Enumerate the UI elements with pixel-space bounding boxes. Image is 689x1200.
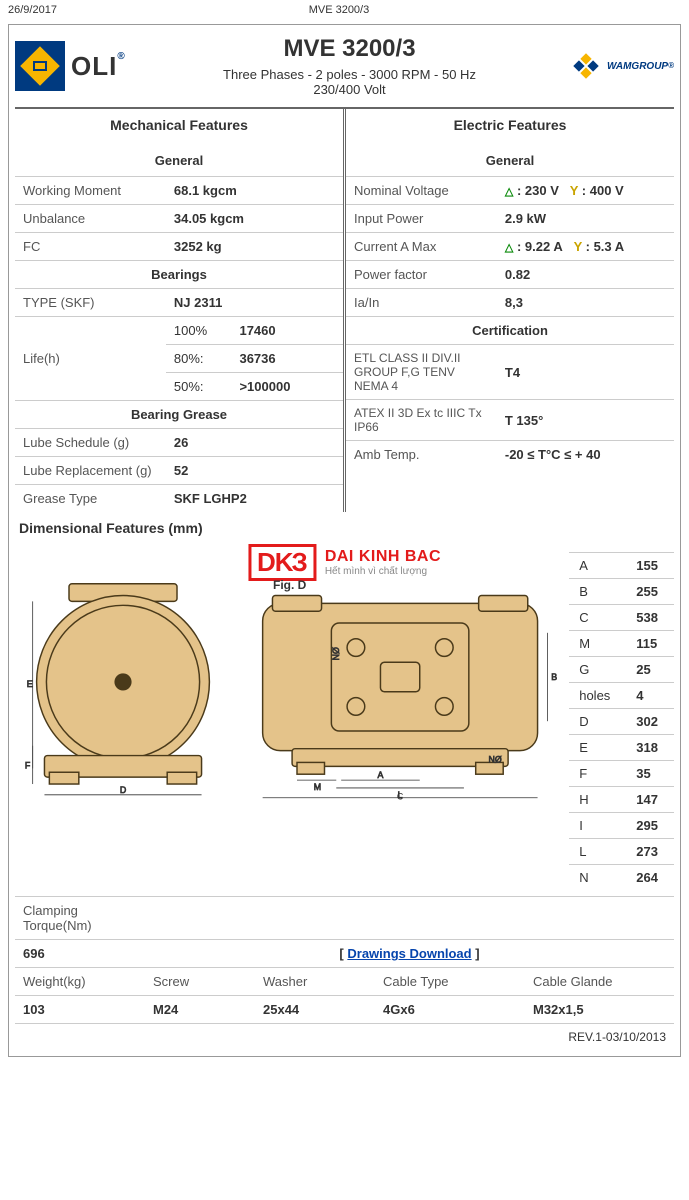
bottom-value: M32x1,5 — [525, 996, 592, 1023]
dim-row: I295 — [569, 813, 674, 839]
wamgroup-text: WAMGROUP® — [607, 61, 674, 72]
header-model: MVE 3200/3 — [309, 4, 370, 16]
dim-row: N264 — [569, 865, 674, 891]
wamgroup-mark-icon — [571, 51, 601, 81]
dimension-table: A155B255C538M115G25holes4D302E318F35H147… — [569, 552, 674, 890]
wamgroup-logo: WAMGROUP® — [534, 51, 674, 81]
title-block: MVE 3200/3 Three Phases - 2 poles - 3000… — [173, 35, 526, 97]
subtitle-1: Three Phases - 2 poles - 3000 RPM - 50 H… — [173, 67, 526, 82]
bottom-header: Cable Glande — [525, 968, 621, 995]
dim-row: G25 — [569, 657, 674, 683]
bearings-title: Bearings — [15, 261, 343, 289]
front-view-drawing: D E F — [15, 552, 231, 802]
bottom-value: 25x44 — [255, 996, 375, 1023]
oli-text: OLI® — [71, 51, 126, 82]
dimensional-area: DKƐ DAI KINH BAC Hết mình vì chất lượng … — [15, 544, 674, 890]
mechanical-features: Mechanical Features General Working Mome… — [15, 109, 343, 512]
life-table: Life(h) 100% 17460 80%:36736 50%:>100000… — [15, 316, 343, 428]
subtitle-2: 230/400 Volt — [173, 82, 526, 97]
bottom-value: 103 — [15, 996, 145, 1023]
drawings-download[interactable]: [ Drawings Download ] — [145, 940, 674, 967]
oli-mark-icon — [15, 41, 65, 91]
revision: REV.1-03/10/2013 — [15, 1023, 674, 1050]
dkb-logo-icon: DKƐ — [248, 544, 317, 581]
dkb-line1: DAI KINH BAC — [325, 548, 441, 566]
dkb-line2: Hết mình vì chất lượng — [325, 566, 441, 577]
header-date: 26/9/2017 — [8, 4, 57, 16]
grease-title: Bearing Grease — [15, 401, 343, 429]
dim-row: F35 — [569, 761, 674, 787]
bottom-header: Washer — [255, 968, 375, 995]
torque-value: 696 — [15, 940, 145, 967]
svg-text:D: D — [120, 785, 126, 795]
dim-row: C538 — [569, 605, 674, 631]
features-row: Mechanical Features General Working Mome… — [15, 107, 674, 512]
bottom-header: Cable Type — [375, 968, 525, 995]
datasheet: OLI® MVE 3200/3 Three Phases - 2 poles -… — [8, 24, 681, 1057]
svg-text:NØ: NØ — [488, 754, 501, 764]
svg-text:C: C — [397, 792, 404, 802]
model-title: MVE 3200/3 — [173, 35, 526, 63]
cert-title: Certification — [346, 317, 674, 345]
figure-label: Fig. D — [273, 578, 306, 592]
bottom-header: Weight(kg) — [15, 968, 145, 995]
dim-row: M115 — [569, 631, 674, 657]
bottom-value: M24 — [145, 996, 255, 1023]
dim-row: D302 — [569, 709, 674, 735]
torque-label: Clamping Torque(Nm) — [15, 897, 145, 939]
elec-general-table: Nominal Voltage △ : 230 V Y : 400 V Inpu… — [346, 176, 674, 468]
mech-general-title: General — [15, 141, 343, 176]
electric-features: Electric Features General Nominal Voltag… — [343, 109, 674, 512]
dim-row: B255 — [569, 579, 674, 605]
bottom-specs: Clamping Torque(Nm) 696 [ Drawings Downl… — [15, 896, 674, 1023]
dim-row: H147 — [569, 787, 674, 813]
elec-title: Electric Features — [346, 109, 674, 141]
bottom-header: Screw — [145, 968, 255, 995]
mech-title: Mechanical Features — [15, 109, 343, 141]
grease-table: Lube Schedule (g)26 Lube Replacement (g)… — [15, 428, 343, 512]
dim-title: Dimensional Features (mm) — [15, 512, 674, 544]
bottom-value: 4Gx6 — [375, 996, 525, 1023]
svg-text:E: E — [27, 679, 33, 689]
dim-row: L273 — [569, 839, 674, 865]
title-row: OLI® MVE 3200/3 Three Phases - 2 poles -… — [15, 31, 674, 107]
svg-text:NØ: NØ — [331, 647, 341, 660]
dkb-watermark: DKƐ DAI KINH BAC Hết mình vì chất lượng — [248, 544, 441, 581]
dim-row: E318 — [569, 735, 674, 761]
svg-text:M: M — [314, 782, 321, 792]
elec-general-title: General — [346, 141, 674, 176]
dim-row: A155 — [569, 553, 674, 579]
svg-text:F: F — [25, 760, 31, 770]
dim-row: holes4 — [569, 683, 674, 709]
svg-text:A: A — [378, 770, 384, 780]
page-header: 26/9/2017 MVE 3200/3 — [0, 0, 689, 20]
svg-text:B: B — [551, 672, 557, 682]
mech-general-table: Working Moment68.1 kgcm Unbalance34.05 k… — [15, 176, 343, 316]
oli-logo: OLI® — [15, 41, 165, 91]
